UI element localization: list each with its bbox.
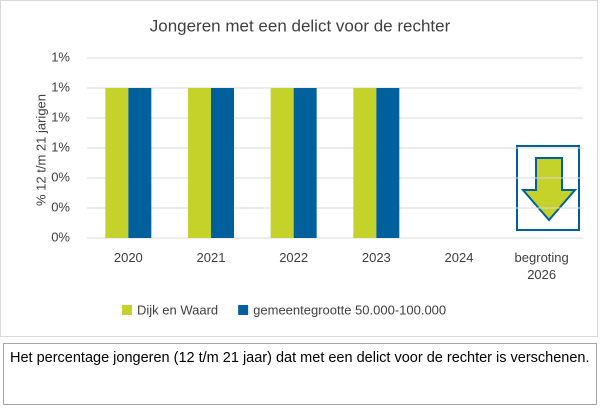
- bar: [293, 88, 317, 238]
- caption: Het percentage jongeren (12 t/m 21 jaar)…: [3, 343, 597, 405]
- legend-label: gemeentegrootte 50.000-100.000: [253, 302, 446, 317]
- chart-title: Jongeren met een delict voor de rechter: [150, 16, 451, 35]
- bar: [105, 88, 129, 238]
- bar: [353, 88, 377, 238]
- legend-swatch: [122, 305, 132, 315]
- target-icon: [516, 145, 580, 231]
- legend-label: Dijk en Waard: [137, 302, 218, 317]
- y-tick-label: 0%: [51, 169, 70, 184]
- bar: [211, 88, 234, 238]
- x-tick-label: 2020: [113, 250, 143, 265]
- x-tick-label: begroting 2026: [514, 250, 569, 282]
- y-tick-label: 0%: [51, 229, 70, 244]
- bar: [128, 88, 152, 238]
- x-tick-label: 2023: [361, 250, 391, 265]
- bar: [376, 88, 400, 238]
- y-tick-label: 1%: [51, 139, 70, 154]
- legend-swatch: [238, 305, 249, 315]
- x-tick-label: 2024: [444, 250, 474, 265]
- x-tick-label: 2021: [196, 250, 226, 265]
- y-tick-label: 0%: [51, 199, 70, 214]
- bar: [188, 88, 211, 238]
- bar: [270, 88, 294, 238]
- x-tick-label: 2022: [279, 250, 309, 265]
- y-axis-title: % 12 t/m 21 jarigen: [33, 94, 48, 206]
- chart: Jongeren met een delict voor de rechter …: [0, 0, 598, 337]
- y-tick-label: 1%: [51, 79, 70, 94]
- y-tick-label: 1%: [51, 109, 70, 124]
- y-tick-label: 1%: [51, 49, 70, 64]
